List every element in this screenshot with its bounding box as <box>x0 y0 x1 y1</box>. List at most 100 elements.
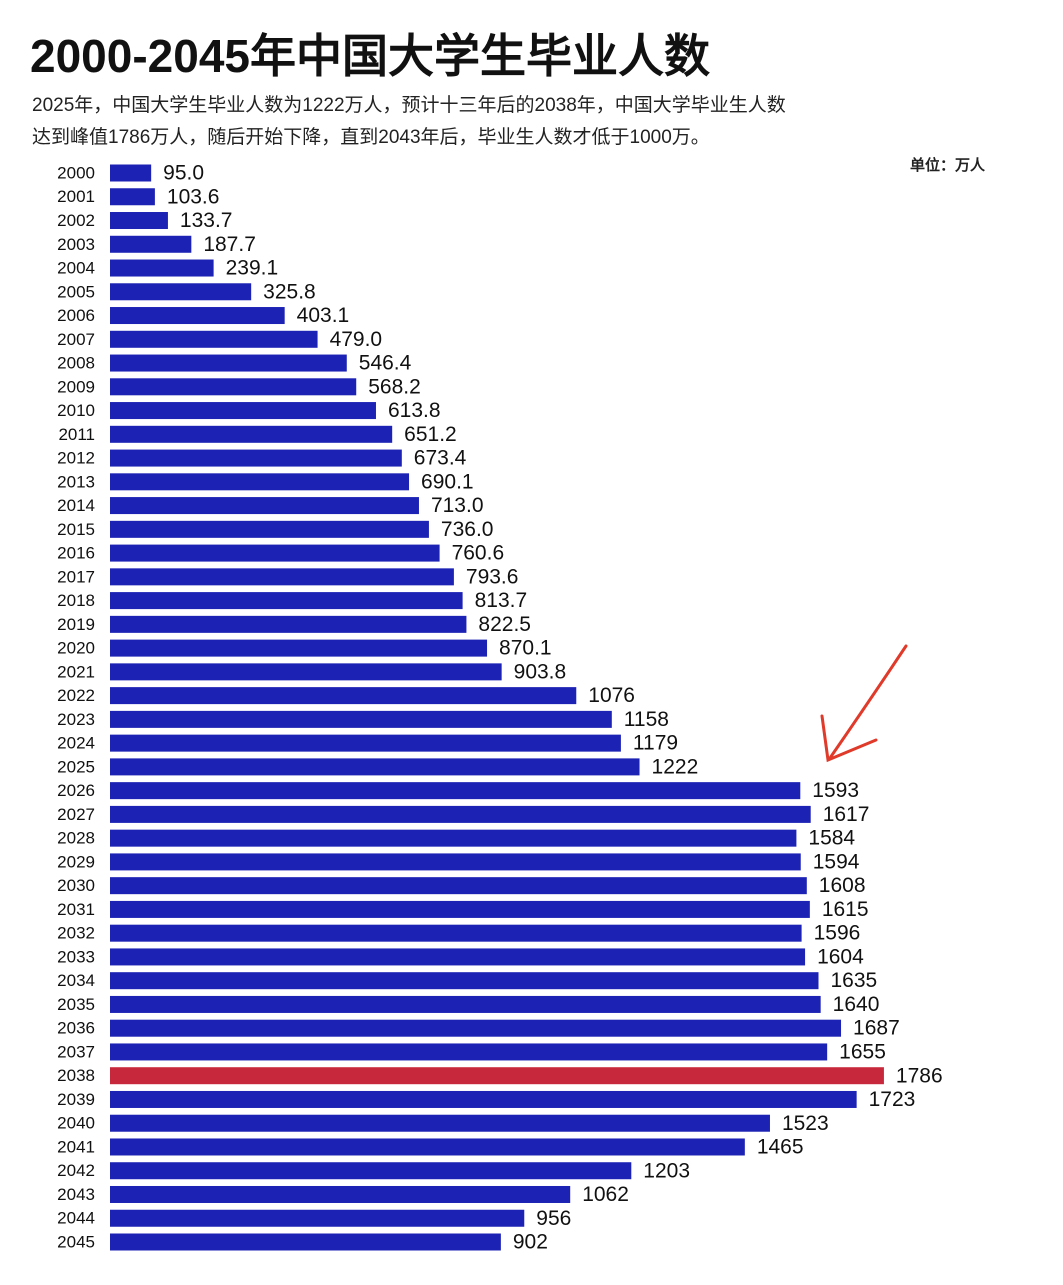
value-label: 1608 <box>819 874 866 897</box>
value-label: 1158 <box>624 708 669 731</box>
bar <box>110 1233 501 1251</box>
value-label: 133.7 <box>180 209 233 232</box>
value-label: 239.1 <box>226 257 279 280</box>
bar <box>110 1185 571 1203</box>
value-label: 546.4 <box>359 352 412 375</box>
y-tick-label: 2012 <box>57 449 95 468</box>
y-tick-label: 2023 <box>57 710 95 729</box>
y-tick-label: 2032 <box>57 924 95 943</box>
value-label: 325.8 <box>263 280 316 303</box>
y-tick-label: 2017 <box>57 567 95 586</box>
bar <box>110 758 640 776</box>
bar <box>110 592 463 610</box>
y-tick-label: 2028 <box>57 829 95 848</box>
bar <box>110 520 429 538</box>
value-label: 1523 <box>782 1112 829 1135</box>
y-tick-label: 2040 <box>57 1114 95 1133</box>
y-tick-label: 2008 <box>57 354 95 373</box>
value-label: 1593 <box>812 779 859 802</box>
value-label: 1604 <box>817 945 864 968</box>
y-tick-label: 2004 <box>57 259 95 278</box>
value-label: 870.1 <box>499 637 552 660</box>
bar <box>110 1067 884 1085</box>
bar <box>110 639 488 657</box>
value-label: 1179 <box>633 732 678 755</box>
y-tick-label: 2034 <box>57 971 95 990</box>
y-tick-label: 2011 <box>58 425 95 444</box>
y-tick-label: 2007 <box>57 330 95 349</box>
y-tick-label: 2044 <box>57 1209 95 1228</box>
bar <box>110 354 347 372</box>
bar <box>110 710 612 728</box>
y-tick-label: 2010 <box>57 401 95 420</box>
bar <box>110 378 357 396</box>
y-tick-label: 2041 <box>57 1137 95 1156</box>
y-tick-label: 2026 <box>57 781 95 800</box>
value-label: 902 <box>513 1231 548 1254</box>
subtitle: 达到峰值1786万人，随后开始下降，直到2043年后，毕业生人数才低于1000万… <box>32 126 710 148</box>
y-tick-label: 2025 <box>57 757 95 776</box>
y-tick-label: 2018 <box>57 591 95 610</box>
bar <box>110 402 376 420</box>
bar <box>110 1090 857 1108</box>
value-label: 822.5 <box>478 613 531 636</box>
value-label: 1723 <box>869 1088 916 1111</box>
bar <box>110 568 454 586</box>
bar <box>110 1138 745 1156</box>
bar <box>110 235 192 253</box>
value-label: 613.8 <box>388 399 441 422</box>
subtitle: 2025年，中国大学生毕业人数为1222万人，预计十三年后的2038年，中国大学… <box>32 94 786 116</box>
y-tick-label: 2036 <box>57 1019 95 1038</box>
y-tick-label: 2002 <box>57 211 95 230</box>
value-label: 673.4 <box>414 447 467 470</box>
value-label: 736.0 <box>441 518 494 541</box>
value-label: 1786 <box>896 1064 943 1087</box>
value-label: 1062 <box>582 1183 629 1206</box>
y-tick-label: 2042 <box>57 1161 95 1180</box>
bar <box>110 307 285 325</box>
bar <box>110 212 168 230</box>
y-tick-label: 2009 <box>57 377 95 396</box>
bar <box>110 782 801 800</box>
bar <box>110 615 467 633</box>
y-tick-label: 2037 <box>57 1042 95 1061</box>
value-label: 95.0 <box>163 162 204 185</box>
y-tick-label: 2014 <box>57 496 95 515</box>
bar <box>110 188 155 206</box>
y-tick-label: 2013 <box>57 472 95 491</box>
chart-title: 2000-2045年中国大学生毕业人数 <box>30 30 710 82</box>
value-label: 713.0 <box>431 494 484 517</box>
value-label: 1076 <box>588 684 635 707</box>
value-label: 479.0 <box>330 328 383 351</box>
bar <box>110 425 393 443</box>
y-tick-label: 2015 <box>57 520 95 539</box>
y-tick-label: 2021 <box>57 662 95 681</box>
y-tick-label: 2030 <box>57 876 95 895</box>
y-tick-label: 2045 <box>57 1232 95 1251</box>
y-tick-label: 2039 <box>57 1090 95 1109</box>
y-tick-label: 2027 <box>57 805 95 824</box>
bar <box>110 1043 828 1061</box>
y-tick-label: 2005 <box>57 282 95 301</box>
value-label: 903.8 <box>514 660 567 683</box>
value-label: 1615 <box>822 898 869 921</box>
y-tick-label: 2020 <box>57 639 95 658</box>
bar <box>110 283 252 301</box>
bar <box>110 853 801 871</box>
bar <box>110 972 819 990</box>
bar <box>110 259 214 277</box>
bar <box>110 663 502 681</box>
value-label: 1687 <box>853 1017 900 1040</box>
y-tick-label: 2006 <box>57 306 95 325</box>
value-label: 1203 <box>643 1159 690 1182</box>
value-label: 1594 <box>813 850 860 873</box>
y-tick-label: 2031 <box>57 900 95 919</box>
bar <box>110 805 811 823</box>
value-label: 1222 <box>652 755 699 778</box>
value-label: 813.7 <box>475 589 528 612</box>
value-label: 1584 <box>808 827 855 850</box>
bar <box>110 829 797 847</box>
bar <box>110 1114 770 1132</box>
bar <box>110 449 402 467</box>
